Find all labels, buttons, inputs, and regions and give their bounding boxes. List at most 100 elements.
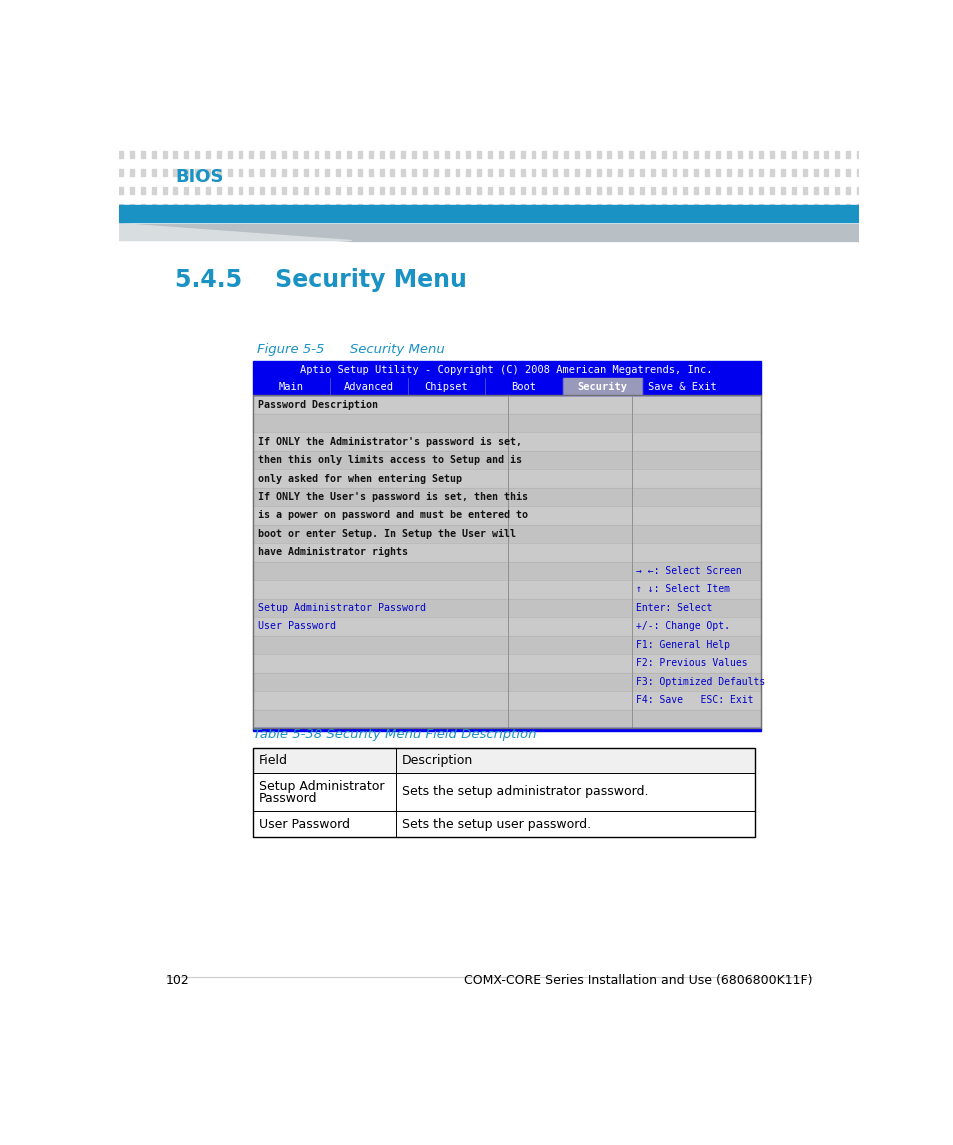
Bar [498,151,502,158]
Bar [737,187,740,194]
Bar [152,187,155,194]
Bar [303,169,307,176]
Bar [271,187,274,194]
Bar [253,395,760,413]
Bar [639,169,643,176]
Bar [520,187,524,194]
Bar [379,169,383,176]
Bar [253,488,760,506]
Bar [791,151,795,158]
Bar [835,169,839,176]
Bar [195,187,199,194]
Bar [661,187,665,194]
Bar [802,205,806,212]
Bar [206,205,210,212]
Bar [228,205,232,212]
Bar [130,187,133,194]
Bar [466,187,470,194]
Text: Sets the setup user password.: Sets the setup user password. [402,818,591,831]
Bar [607,169,611,176]
Bar [195,169,199,176]
Bar [249,151,253,158]
Bar [748,169,752,176]
Bar [434,169,437,176]
Text: then this only limits access to Setup and is: then this only limits access to Setup an… [257,455,521,465]
Bar [737,151,740,158]
Bar [769,151,773,158]
Bar [162,187,167,194]
Bar [347,169,351,176]
Bar [672,187,676,194]
Bar [282,151,286,158]
Bar [672,151,676,158]
Bar [162,205,167,212]
Bar [823,205,827,212]
Bar [335,205,340,212]
Bar [542,205,546,212]
Text: 102: 102 [166,973,190,987]
Bar [401,205,405,212]
Bar [253,635,760,654]
Bar [704,169,708,176]
Bar [357,151,361,158]
Bar [271,169,274,176]
Text: Field: Field [258,753,288,767]
Bar [737,205,740,212]
Bar [422,151,427,158]
Bar [238,205,242,212]
Bar [716,151,720,158]
Bar [726,205,730,212]
Bar [130,151,133,158]
Bar [823,187,827,194]
Bar [575,151,578,158]
Bar [509,151,513,158]
Bar [509,187,513,194]
Bar [456,151,459,158]
Bar [152,151,155,158]
Bar [152,169,155,176]
Bar [253,524,760,543]
Bar [563,151,567,158]
Bar [282,187,286,194]
Bar [596,205,599,212]
Bar [802,151,806,158]
Text: If ONLY the Administrator's password is set,: If ONLY the Administrator's password is … [257,436,521,447]
Bar [357,169,361,176]
Bar [228,151,232,158]
Bar [781,151,784,158]
Bar [434,205,437,212]
Bar [520,205,524,212]
Text: Figure 5-5      Security Menu: Figure 5-5 Security Menu [257,342,444,356]
Bar [682,169,686,176]
Bar [253,728,760,731]
Bar [325,151,329,158]
Bar [390,187,394,194]
Bar [781,205,784,212]
Bar [206,169,210,176]
Bar [119,187,123,194]
Bar [563,205,567,212]
Bar [119,169,123,176]
Text: Table 5-38 Security Menu Field Description: Table 5-38 Security Menu Field Descripti… [253,728,536,741]
Bar [835,187,839,194]
Polygon shape [119,223,352,240]
Text: COMX-CORE Series Installation and Use (6806800K11F): COMX-CORE Series Installation and Use (6… [463,973,811,987]
Text: Boot: Boot [511,382,536,392]
Bar [682,187,686,194]
Bar [357,187,361,194]
Text: Password Description: Password Description [257,400,377,410]
Bar [347,187,351,194]
Text: only asked for when entering Setup: only asked for when entering Setup [257,474,461,483]
Bar [476,151,480,158]
Text: boot or enter Setup. In Setup the User will: boot or enter Setup. In Setup the User w… [257,529,516,539]
Bar [434,187,437,194]
Bar [553,169,557,176]
Bar [293,205,296,212]
Bar [476,187,480,194]
Text: Main: Main [278,382,303,392]
Text: Security: Security [577,382,626,392]
Bar [228,169,232,176]
Bar [195,151,199,158]
Bar [253,469,760,488]
Bar [661,151,665,158]
